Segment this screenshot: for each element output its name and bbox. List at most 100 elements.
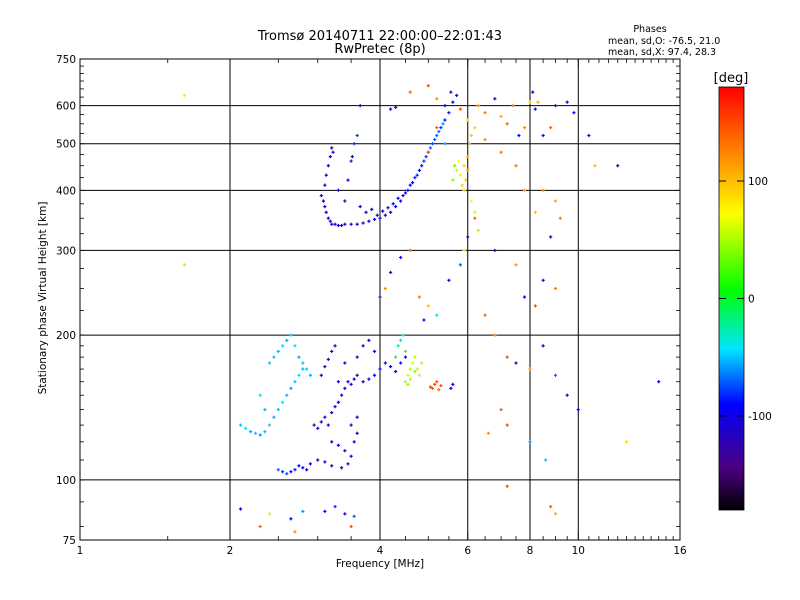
data-point	[324, 173, 328, 177]
data-point	[476, 228, 480, 233]
data-point	[361, 380, 365, 384]
data-point	[417, 168, 422, 173]
x-tick-label: 8	[527, 545, 534, 557]
data-point	[308, 373, 313, 377]
data-point	[533, 107, 537, 111]
data-point	[505, 122, 509, 126]
data-point	[443, 118, 447, 122]
data-point	[301, 361, 305, 365]
data-point	[541, 278, 545, 282]
data-point	[285, 472, 289, 476]
data-point	[280, 344, 285, 348]
stats-line-x: mean, sd,X: 97.4, 28.3	[608, 47, 716, 58]
data-point	[378, 216, 382, 220]
data-point	[428, 146, 433, 150]
data-point	[430, 142, 435, 146]
data-point	[473, 216, 477, 220]
data-point	[272, 355, 276, 359]
data-point	[367, 219, 371, 223]
data-point	[399, 199, 403, 203]
data-point	[447, 278, 451, 282]
data-point	[565, 393, 569, 397]
data-point	[616, 164, 620, 168]
data-point	[263, 430, 267, 434]
data-point	[493, 333, 497, 337]
data-point	[358, 204, 362, 209]
data-point	[466, 168, 470, 173]
data-point	[553, 512, 558, 516]
data-point	[449, 386, 453, 390]
data-point	[249, 430, 253, 434]
data-point	[439, 384, 443, 388]
data-point	[558, 216, 562, 220]
data-point	[469, 199, 473, 203]
data-point	[476, 104, 480, 108]
data-point	[333, 222, 337, 226]
data-point	[430, 386, 435, 390]
data-point	[394, 355, 398, 359]
data-point	[355, 415, 359, 419]
data-point	[323, 509, 327, 514]
colorbar-ticks: 100 0 -100	[719, 176, 772, 423]
data-point	[435, 313, 439, 317]
data-point	[499, 114, 503, 118]
data-point	[473, 210, 477, 214]
data-point	[394, 105, 398, 109]
data-point	[326, 164, 330, 168]
data-point	[267, 512, 272, 516]
data-point	[406, 373, 410, 377]
data-point	[349, 382, 353, 386]
data-point	[323, 365, 327, 369]
data-point	[399, 361, 403, 365]
data-point	[323, 415, 327, 419]
y-axis-label: Stationary phase Virtual Height [km]	[37, 202, 49, 395]
data-point	[343, 512, 347, 516]
stats-header: Phases	[633, 24, 666, 35]
data-point	[541, 344, 545, 348]
data-point	[428, 385, 433, 389]
data-point	[182, 263, 186, 267]
data-point	[426, 150, 430, 154]
colorbar-label: [deg]	[714, 71, 749, 86]
data-point	[330, 411, 334, 415]
data-point	[433, 137, 437, 142]
data-point	[258, 524, 262, 529]
data-point	[352, 440, 356, 444]
data-point	[340, 223, 344, 228]
data-point	[280, 470, 285, 474]
data-point	[343, 449, 347, 453]
data-point	[263, 408, 267, 412]
data-point	[401, 194, 405, 198]
data-point	[435, 97, 439, 101]
data-point	[346, 178, 350, 182]
data-point	[587, 133, 591, 138]
data-point	[439, 126, 443, 130]
colorbar: [deg] 100 0 -100	[714, 71, 772, 511]
data-point	[355, 373, 359, 377]
data-point	[336, 223, 340, 228]
data-point	[383, 286, 387, 291]
data-point	[349, 159, 353, 163]
data-point	[408, 90, 412, 94]
data-point	[424, 155, 428, 159]
data-point	[553, 373, 558, 377]
data-point	[355, 355, 359, 359]
data-point	[349, 423, 353, 427]
colorbar-tick-label: 100	[748, 176, 768, 188]
y-tick-label: 75	[63, 535, 76, 547]
data-point	[447, 111, 451, 115]
data-point	[553, 286, 558, 291]
data-point	[361, 221, 365, 225]
data-point	[319, 420, 323, 424]
data-point	[514, 164, 518, 168]
data-point	[394, 369, 398, 374]
chart-subtitle: RwPretec (8p)	[334, 42, 425, 57]
data-point	[462, 164, 466, 168]
data-point	[469, 133, 473, 138]
data-points	[182, 84, 661, 534]
data-point	[331, 150, 335, 154]
data-point	[355, 133, 359, 138]
data-point	[352, 377, 356, 381]
data-point	[336, 443, 340, 447]
